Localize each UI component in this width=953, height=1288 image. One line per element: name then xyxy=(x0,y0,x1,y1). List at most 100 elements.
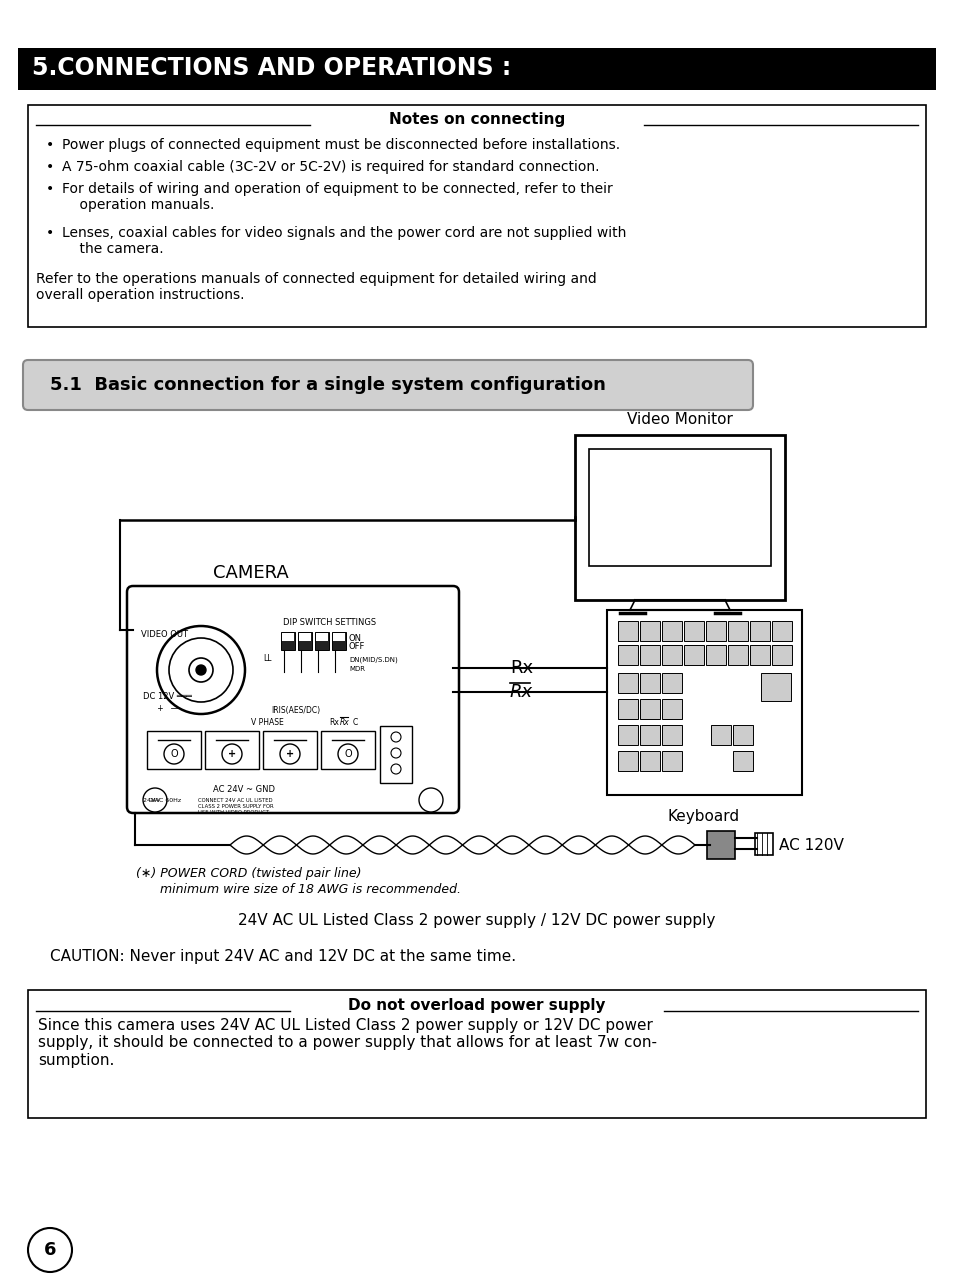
FancyBboxPatch shape xyxy=(661,674,681,693)
FancyBboxPatch shape xyxy=(618,751,638,772)
Text: +: + xyxy=(228,750,235,759)
Circle shape xyxy=(391,732,400,742)
Text: Lenses, coaxial cables for video signals and the power cord are not supplied wit: Lenses, coaxial cables for video signals… xyxy=(62,225,626,256)
Text: 5.1  Basic connection for a single system configuration: 5.1 Basic connection for a single system… xyxy=(50,376,605,394)
Text: Do not overload power supply: Do not overload power supply xyxy=(348,998,605,1012)
FancyBboxPatch shape xyxy=(661,645,681,665)
Text: Notes on connecting: Notes on connecting xyxy=(389,112,564,128)
Text: AC 120V: AC 120V xyxy=(779,837,843,853)
FancyBboxPatch shape xyxy=(205,732,258,769)
FancyBboxPatch shape xyxy=(683,621,703,641)
Text: Rx: Rx xyxy=(329,717,338,726)
Circle shape xyxy=(418,788,442,811)
Text: Rx: Rx xyxy=(510,659,533,677)
Text: 24V: 24V xyxy=(150,797,160,802)
FancyBboxPatch shape xyxy=(127,586,458,813)
FancyBboxPatch shape xyxy=(661,725,681,744)
FancyBboxPatch shape xyxy=(705,621,725,641)
FancyBboxPatch shape xyxy=(732,725,752,744)
FancyBboxPatch shape xyxy=(320,732,375,769)
Text: USE WITH VIDEO PRODUCT: USE WITH VIDEO PRODUCT xyxy=(198,810,269,815)
Text: +: + xyxy=(286,750,294,759)
FancyBboxPatch shape xyxy=(639,621,659,641)
Text: •: • xyxy=(46,138,54,152)
Text: Keyboard: Keyboard xyxy=(667,809,740,824)
FancyBboxPatch shape xyxy=(760,674,790,701)
Text: 24VAC 60Hz: 24VAC 60Hz xyxy=(143,799,181,802)
FancyBboxPatch shape xyxy=(710,725,730,744)
FancyBboxPatch shape xyxy=(618,725,638,744)
FancyBboxPatch shape xyxy=(661,751,681,772)
Text: Rx: Rx xyxy=(339,717,350,726)
Text: CAUTION: Never input 24V AC and 12V DC at the same time.: CAUTION: Never input 24V AC and 12V DC a… xyxy=(50,949,516,963)
FancyBboxPatch shape xyxy=(618,699,638,719)
FancyBboxPatch shape xyxy=(28,106,925,327)
Text: DIP SWITCH SETTINGS: DIP SWITCH SETTINGS xyxy=(283,618,375,627)
FancyBboxPatch shape xyxy=(314,632,329,650)
FancyBboxPatch shape xyxy=(639,699,659,719)
FancyBboxPatch shape xyxy=(147,732,201,769)
Circle shape xyxy=(195,665,206,675)
FancyBboxPatch shape xyxy=(379,726,412,783)
FancyBboxPatch shape xyxy=(282,632,294,641)
Circle shape xyxy=(189,658,213,683)
Circle shape xyxy=(391,748,400,759)
Text: +   —: + — xyxy=(143,705,178,714)
Text: AC 24V ~ GND: AC 24V ~ GND xyxy=(213,784,274,793)
FancyBboxPatch shape xyxy=(332,632,346,650)
Text: C: C xyxy=(353,717,358,726)
Text: DN(MID/S.DN): DN(MID/S.DN) xyxy=(349,656,397,662)
FancyBboxPatch shape xyxy=(749,621,769,641)
FancyBboxPatch shape xyxy=(588,450,770,565)
FancyBboxPatch shape xyxy=(706,831,734,859)
Text: OFF: OFF xyxy=(349,641,365,650)
Text: Power plugs of connected equipment must be disconnected before installations.: Power plugs of connected equipment must … xyxy=(62,138,619,152)
FancyBboxPatch shape xyxy=(727,621,747,641)
Circle shape xyxy=(337,744,357,764)
Text: O: O xyxy=(170,750,177,759)
FancyBboxPatch shape xyxy=(263,732,316,769)
FancyBboxPatch shape xyxy=(732,751,752,772)
FancyBboxPatch shape xyxy=(575,435,784,600)
Text: V PHASE: V PHASE xyxy=(251,717,283,726)
FancyBboxPatch shape xyxy=(771,621,791,641)
Text: A 75-ohm coaxial cable (3C-2V or 5C-2V) is required for standard connection.: A 75-ohm coaxial cable (3C-2V or 5C-2V) … xyxy=(62,160,598,174)
FancyBboxPatch shape xyxy=(618,674,638,693)
Text: minimum wire size of 18 AWG is recommended.: minimum wire size of 18 AWG is recommend… xyxy=(160,884,460,896)
FancyBboxPatch shape xyxy=(727,645,747,665)
FancyBboxPatch shape xyxy=(749,645,769,665)
Text: IRIS(AES/DC): IRIS(AES/DC) xyxy=(271,706,320,715)
Circle shape xyxy=(391,764,400,774)
Text: Video Monitor: Video Monitor xyxy=(626,412,732,428)
Text: LL: LL xyxy=(263,654,272,663)
Text: 5.CONNECTIONS AND OPERATIONS :: 5.CONNECTIONS AND OPERATIONS : xyxy=(32,55,511,80)
FancyBboxPatch shape xyxy=(297,632,312,650)
Text: •: • xyxy=(46,182,54,196)
FancyBboxPatch shape xyxy=(315,632,328,641)
Text: Refer to the operations manuals of connected equipment for detailed wiring and
o: Refer to the operations manuals of conne… xyxy=(36,272,597,303)
Circle shape xyxy=(143,788,167,811)
FancyBboxPatch shape xyxy=(639,645,659,665)
FancyBboxPatch shape xyxy=(771,645,791,665)
Text: For details of wiring and operation of equipment to be connected, refer to their: For details of wiring and operation of e… xyxy=(62,182,612,213)
Text: O: O xyxy=(344,750,352,759)
FancyBboxPatch shape xyxy=(606,611,801,795)
Circle shape xyxy=(164,744,184,764)
FancyBboxPatch shape xyxy=(754,833,772,855)
FancyBboxPatch shape xyxy=(18,48,935,90)
Text: CAMERA: CAMERA xyxy=(213,564,289,582)
FancyBboxPatch shape xyxy=(639,674,659,693)
FancyBboxPatch shape xyxy=(705,645,725,665)
Text: 6: 6 xyxy=(44,1242,56,1258)
Text: CLASS 2 POWER SUPPLY FOR: CLASS 2 POWER SUPPLY FOR xyxy=(198,804,274,809)
Text: CONNECT 24V AC UL LISTED: CONNECT 24V AC UL LISTED xyxy=(198,799,273,802)
Text: •: • xyxy=(46,160,54,174)
FancyBboxPatch shape xyxy=(683,645,703,665)
Circle shape xyxy=(222,744,242,764)
Text: Since this camera uses 24V AC UL Listed Class 2 power supply or 12V DC power
sup: Since this camera uses 24V AC UL Listed … xyxy=(38,1018,657,1068)
FancyBboxPatch shape xyxy=(639,725,659,744)
Circle shape xyxy=(28,1227,71,1273)
FancyBboxPatch shape xyxy=(661,699,681,719)
FancyBboxPatch shape xyxy=(333,632,345,641)
FancyBboxPatch shape xyxy=(661,621,681,641)
